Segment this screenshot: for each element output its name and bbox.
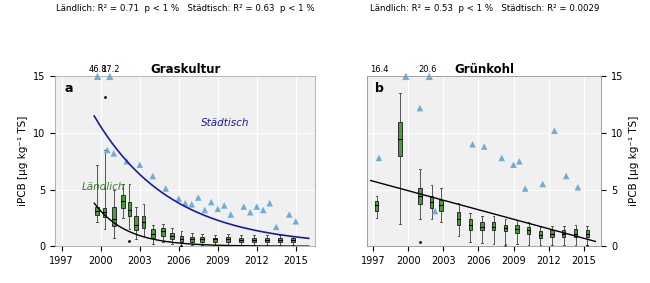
- Point: [258, 208, 268, 212]
- Point: [374, 156, 384, 160]
- Bar: [213, 238, 217, 242]
- Y-axis label: iPCB [µg kg⁻¹ TS]: iPCB [µg kg⁻¹ TS]: [18, 116, 27, 207]
- Bar: [170, 233, 174, 239]
- Point: [467, 142, 478, 147]
- Point: [271, 225, 281, 229]
- Bar: [95, 207, 99, 215]
- Bar: [504, 225, 507, 231]
- Bar: [121, 195, 125, 208]
- Text: Ländlich: R² = 0.71  p < 1 %   Städtisch: R² = 0.63  p < 1 %: Ländlich: R² = 0.71 p < 1 % Städtisch: R…: [56, 4, 315, 13]
- Bar: [469, 219, 472, 230]
- Point: [252, 204, 262, 209]
- Point: [520, 186, 530, 191]
- Bar: [151, 229, 155, 238]
- Bar: [239, 238, 243, 242]
- Point: [219, 203, 229, 208]
- Point: [213, 207, 223, 211]
- Bar: [515, 225, 519, 233]
- Text: Ländlich: Ländlich: [81, 182, 125, 192]
- Point: [291, 219, 301, 224]
- Point: [135, 162, 145, 167]
- Point: [538, 182, 548, 186]
- Point: [193, 195, 203, 200]
- Point: [245, 210, 255, 215]
- Bar: [252, 238, 256, 242]
- Point: [109, 151, 119, 156]
- Bar: [190, 237, 194, 242]
- Text: Städtisch: Städtisch: [201, 118, 250, 128]
- Point: [239, 204, 249, 209]
- Bar: [586, 230, 589, 237]
- Bar: [418, 188, 422, 204]
- Text: 46.8: 46.8: [88, 65, 107, 74]
- Text: 20.6: 20.6: [419, 65, 437, 74]
- Text: 17.2: 17.2: [101, 65, 119, 74]
- Bar: [134, 216, 138, 230]
- Point: [187, 202, 197, 207]
- Bar: [398, 122, 402, 156]
- Point: [514, 159, 525, 164]
- Point: [102, 148, 112, 152]
- Point: [284, 212, 294, 217]
- Bar: [265, 238, 269, 242]
- Bar: [457, 212, 460, 225]
- Bar: [200, 237, 204, 242]
- Bar: [480, 222, 484, 230]
- Text: b: b: [376, 82, 384, 95]
- Bar: [142, 216, 146, 228]
- Point: [508, 162, 519, 167]
- Point: [180, 201, 190, 205]
- Bar: [375, 201, 378, 211]
- Point: [161, 186, 171, 191]
- Point: [174, 196, 184, 201]
- Text: 16.4: 16.4: [370, 65, 388, 74]
- Y-axis label: iPCB [µg kg⁻¹ TS]: iPCB [µg kg⁻¹ TS]: [629, 116, 639, 207]
- Title: Grünkohl: Grünkohl: [454, 63, 514, 76]
- Bar: [278, 238, 282, 242]
- Bar: [492, 222, 495, 230]
- Bar: [291, 238, 295, 242]
- Bar: [112, 207, 116, 226]
- Point: [549, 128, 560, 133]
- Bar: [226, 237, 230, 242]
- Point: [497, 156, 507, 160]
- Point: [226, 212, 236, 217]
- Bar: [161, 228, 165, 236]
- Point: [148, 174, 158, 178]
- Point: [424, 74, 434, 79]
- Point: [400, 74, 411, 79]
- Point: [122, 159, 132, 164]
- Point: [92, 74, 103, 79]
- Point: [200, 208, 210, 212]
- Bar: [539, 231, 542, 238]
- Bar: [430, 196, 434, 208]
- Point: [415, 106, 425, 110]
- Title: Graskultur: Graskultur: [150, 63, 220, 76]
- Point: [265, 201, 275, 205]
- Text: Ländlich: R² = 0.53  p < 1 %   Städtisch: R² = 0.0029: Ländlich: R² = 0.53 p < 1 % Städtisch: R…: [370, 4, 599, 13]
- Point: [105, 74, 115, 79]
- Bar: [103, 208, 107, 217]
- Bar: [179, 236, 183, 242]
- Bar: [551, 230, 554, 237]
- Point: [430, 209, 440, 213]
- Bar: [574, 229, 577, 237]
- Bar: [562, 230, 566, 237]
- Point: [561, 174, 571, 178]
- Bar: [127, 202, 131, 216]
- Point: [573, 185, 583, 190]
- Bar: [527, 227, 530, 234]
- Bar: [439, 200, 443, 211]
- Point: [206, 200, 216, 204]
- Point: [479, 144, 489, 149]
- Text: a: a: [64, 82, 73, 95]
